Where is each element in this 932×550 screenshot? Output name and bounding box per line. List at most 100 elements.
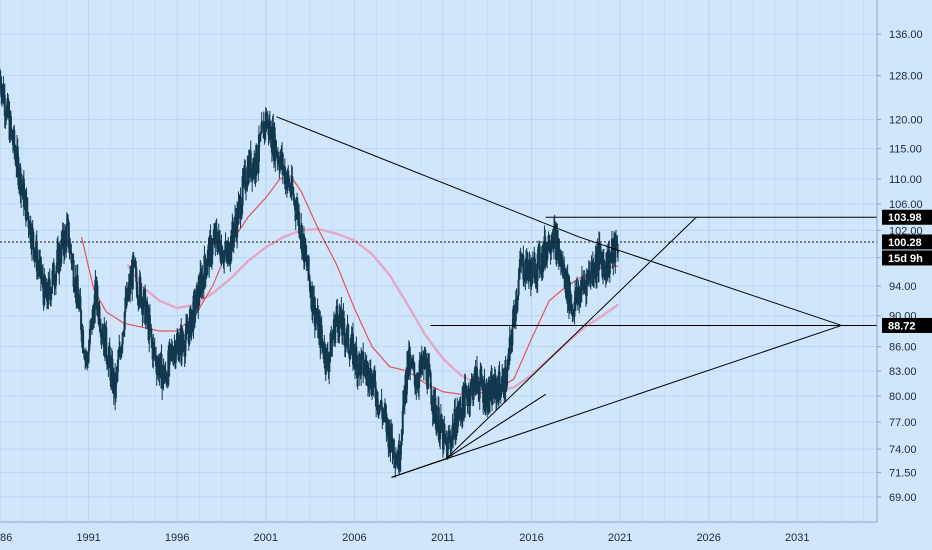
axes (0, 0, 878, 523)
candle-body (330, 339, 333, 357)
candle-body (403, 390, 406, 393)
candle-body (560, 263, 563, 267)
candle-body (304, 252, 307, 255)
candle-body (228, 262, 231, 264)
candle-body (54, 272, 57, 286)
candle-body (92, 309, 95, 312)
candle-body (234, 216, 237, 225)
candle-body (392, 439, 395, 459)
candle-body (436, 422, 439, 433)
candle-body (550, 243, 553, 245)
candle-body (123, 329, 126, 333)
candle-body (409, 357, 412, 372)
candle-body (461, 387, 464, 421)
candle-body (384, 412, 387, 414)
candle-body (484, 392, 487, 407)
candle-body (33, 255, 36, 261)
candle-body (512, 309, 515, 312)
candle-body (263, 123, 266, 139)
candle-body (425, 357, 428, 382)
candle-body (203, 255, 206, 289)
candle-body (231, 221, 234, 252)
candle-body (469, 396, 472, 407)
candle-body (589, 270, 592, 284)
candle-body (20, 184, 23, 196)
candle-body (144, 309, 147, 324)
candle-body (184, 339, 187, 357)
candle-body (0, 75, 2, 88)
candle-body (287, 170, 290, 178)
candle-body (162, 366, 165, 384)
y-tick-label-0: 136.00 (889, 29, 923, 41)
candle-body (55, 265, 58, 273)
candle-body (497, 371, 500, 403)
candle-body (600, 251, 603, 259)
candle-body (496, 385, 499, 392)
candle-body (398, 444, 401, 467)
candle-body (123, 311, 126, 330)
candle-body (217, 241, 220, 253)
candle-body (606, 268, 609, 277)
candle-body (492, 381, 495, 395)
candle-body (334, 323, 337, 343)
candle-body (175, 339, 178, 354)
y-tick-label-11: 83.00 (889, 366, 917, 378)
candle-body (11, 130, 14, 141)
candle-body (115, 373, 118, 378)
candle-body (450, 434, 453, 448)
y-tick-label-12: 80.00 (889, 391, 917, 403)
candle-body (559, 250, 562, 267)
candle-body (197, 284, 200, 311)
candle-body (118, 346, 121, 352)
candle-body (467, 396, 470, 406)
candle-body (463, 383, 466, 417)
candle-body (182, 342, 185, 344)
candle-body (326, 348, 329, 352)
candle-body (504, 367, 507, 392)
candle-body (537, 247, 540, 254)
candle-body (91, 309, 94, 330)
candle-body (291, 176, 294, 192)
candle-body (214, 225, 217, 245)
candle-body (405, 379, 408, 395)
candle-body (178, 351, 181, 360)
candle-body (77, 294, 80, 309)
candle-body (444, 434, 447, 443)
candle-body (495, 385, 498, 400)
candle-body (188, 317, 191, 344)
candle-body (321, 338, 324, 342)
x-tick-label-9: 2031 (785, 532, 809, 544)
candle-body (279, 158, 282, 171)
candle-body (198, 296, 201, 298)
candle-body (43, 276, 46, 290)
candle-body (538, 245, 541, 271)
candle-body (223, 250, 226, 253)
candle-body (342, 313, 345, 319)
candle-body (161, 374, 164, 389)
candle-body (498, 371, 501, 386)
candle-body (193, 295, 196, 316)
price-tag-box-1 (882, 234, 932, 250)
candle-body (46, 284, 49, 302)
candle-body (195, 290, 198, 308)
candle-body (206, 250, 209, 266)
candle-body (56, 249, 59, 266)
candle-body (110, 362, 113, 381)
candle-body (388, 425, 391, 453)
candle-body (305, 254, 308, 266)
candle-body (294, 199, 297, 211)
y-tick-label-1: 128.00 (889, 71, 923, 83)
candle-body (152, 343, 155, 360)
candle-body (211, 240, 214, 256)
candle-body (418, 372, 421, 388)
candle-body (58, 248, 61, 262)
candle-body (355, 346, 358, 356)
candle-body (494, 374, 497, 380)
candle-body (401, 410, 404, 435)
candle-body (257, 134, 260, 162)
y-tick-label-2: 120.00 (889, 115, 923, 127)
candle-body (98, 306, 101, 327)
candle-body (478, 383, 481, 399)
candle-body (116, 372, 119, 374)
